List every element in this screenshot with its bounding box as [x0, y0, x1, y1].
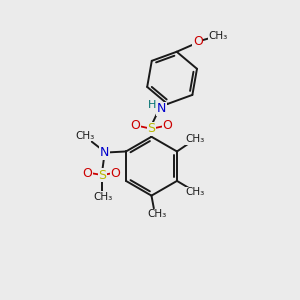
Text: S: S: [148, 122, 155, 135]
Text: S: S: [98, 169, 106, 182]
Text: O: O: [130, 119, 140, 132]
Text: H: H: [148, 100, 156, 110]
Text: CH₃: CH₃: [209, 31, 228, 40]
Text: CH₃: CH₃: [186, 188, 205, 197]
Text: CH₃: CH₃: [147, 209, 167, 219]
Text: O: O: [111, 167, 121, 180]
Text: O: O: [82, 167, 92, 180]
Text: CH₃: CH₃: [186, 134, 205, 144]
Text: O: O: [193, 35, 203, 48]
Text: N: N: [100, 146, 110, 159]
Text: O: O: [163, 119, 172, 132]
Text: N: N: [157, 102, 166, 115]
Text: CH₃: CH₃: [76, 131, 95, 141]
Text: CH₃: CH₃: [93, 192, 112, 202]
